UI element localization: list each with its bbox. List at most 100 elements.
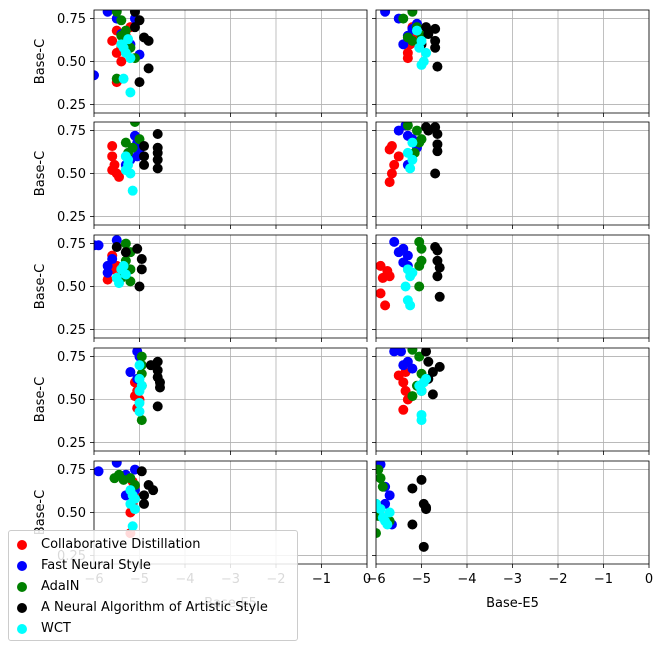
point-fast-neural-style bbox=[125, 367, 136, 378]
points bbox=[94, 10, 154, 98]
point-collaborative-distillation bbox=[107, 35, 118, 46]
point-a-neural-algorithm-of-artistic-style bbox=[134, 281, 145, 292]
point-collaborative-distillation bbox=[402, 47, 413, 58]
point-a-neural-algorithm-of-artistic-style bbox=[152, 147, 163, 158]
point-wct bbox=[400, 281, 411, 292]
point-wct bbox=[118, 73, 129, 84]
x-tick-label: −2 bbox=[548, 572, 567, 587]
point-a-neural-algorithm-of-artistic-style bbox=[152, 154, 163, 165]
point-a-neural-algorithm-of-artistic-style bbox=[139, 141, 150, 152]
point-a-neural-algorithm-of-artistic-style bbox=[152, 163, 163, 174]
point-fast-neural-style bbox=[398, 360, 409, 371]
point-a-neural-algorithm-of-artistic-style bbox=[430, 35, 441, 46]
point-adain bbox=[414, 260, 425, 271]
point-wct bbox=[134, 360, 145, 371]
point-a-neural-algorithm-of-artistic-style bbox=[407, 519, 418, 530]
point-adain bbox=[376, 528, 381, 539]
y-axis-label: Base-C bbox=[33, 264, 48, 309]
point-wct bbox=[120, 165, 131, 176]
point-wct bbox=[416, 385, 427, 396]
subplot-r5-c2: −6 −5 −4 −3 −2 −1 0 Base-E5 bbox=[366, 460, 653, 611]
point-fast-neural-style bbox=[94, 70, 99, 81]
point-a-neural-algorithm-of-artistic-style bbox=[423, 29, 434, 40]
point-a-neural-algorithm-of-artistic-style bbox=[143, 35, 154, 46]
point-collaborative-distillation bbox=[382, 266, 393, 277]
point-fast-neural-style bbox=[111, 461, 122, 468]
point-collaborative-distillation bbox=[116, 56, 127, 67]
legend-item: Collaborative Distillation bbox=[17, 534, 289, 555]
point-adain bbox=[416, 243, 427, 254]
point-collaborative-distillation bbox=[102, 274, 113, 285]
point-wct bbox=[118, 260, 129, 271]
y-tick-label: 0.25 bbox=[57, 323, 86, 338]
points bbox=[94, 461, 159, 539]
point-collaborative-distillation bbox=[376, 288, 386, 299]
legend-item: WCT bbox=[17, 618, 289, 639]
point-collaborative-distillation bbox=[386, 168, 397, 179]
point-a-neural-algorithm-of-artistic-style bbox=[416, 474, 427, 485]
y-axis-label: Base-C bbox=[33, 151, 48, 196]
y-tick-label: 0.50 bbox=[57, 506, 86, 521]
point-collaborative-distillation bbox=[389, 159, 400, 170]
point-fast-neural-style bbox=[102, 10, 113, 17]
point-a-neural-algorithm-of-artistic-style bbox=[432, 61, 443, 72]
x-tick-label: 0 bbox=[363, 572, 371, 587]
point-a-neural-algorithm-of-artistic-style bbox=[120, 247, 131, 258]
subplot-r3-c2 bbox=[372, 234, 650, 342]
point-adain bbox=[129, 122, 140, 127]
point-a-neural-algorithm-of-artistic-style bbox=[432, 245, 443, 256]
point-adain bbox=[414, 281, 425, 292]
point-wct bbox=[123, 34, 134, 45]
point-wct bbox=[421, 47, 432, 58]
legend-marker bbox=[17, 560, 27, 571]
y-tick-label: 0.50 bbox=[57, 55, 86, 70]
point-wct bbox=[405, 300, 416, 311]
point-collaborative-distillation bbox=[107, 151, 118, 162]
x-tick-label: 0 bbox=[645, 572, 653, 587]
point-wct bbox=[407, 267, 418, 278]
point-a-neural-algorithm-of-artistic-style bbox=[148, 485, 159, 496]
subplot-r1-c2 bbox=[372, 9, 650, 117]
legend-marker bbox=[17, 539, 27, 550]
point-a-neural-algorithm-of-artistic-style bbox=[152, 129, 163, 140]
y-tick-label: 0.75 bbox=[57, 124, 86, 139]
point-a-neural-algorithm-of-artistic-style bbox=[129, 10, 140, 17]
point-adain bbox=[136, 351, 147, 362]
point-wct bbox=[125, 53, 136, 64]
point-fast-neural-style bbox=[407, 363, 418, 374]
point-adain bbox=[398, 13, 409, 24]
point-fast-neural-style bbox=[111, 235, 122, 246]
point-a-neural-algorithm-of-artistic-style bbox=[136, 466, 147, 477]
point-collaborative-distillation bbox=[114, 171, 125, 182]
point-wct bbox=[405, 163, 416, 174]
x-tick-label: −1 bbox=[594, 572, 613, 587]
point-a-neural-algorithm-of-artistic-style bbox=[143, 63, 154, 74]
grid bbox=[375, 461, 650, 564]
point-adain bbox=[402, 122, 413, 131]
y-tick-label: 0.50 bbox=[57, 393, 86, 408]
point-collaborative-distillation bbox=[386, 141, 397, 152]
point-wct bbox=[129, 504, 140, 515]
point-a-neural-algorithm-of-artistic-style bbox=[407, 483, 418, 494]
point-a-neural-algorithm-of-artistic-style bbox=[432, 146, 443, 157]
point-adain bbox=[414, 351, 425, 362]
point-fast-neural-style bbox=[384, 490, 395, 501]
legend-marker bbox=[17, 623, 27, 634]
legend-item: AdaIN bbox=[17, 576, 289, 597]
point-adain bbox=[116, 15, 127, 26]
point-a-neural-algorithm-of-artistic-style bbox=[432, 139, 443, 150]
legend-item: Fast Neural Style bbox=[17, 555, 289, 576]
point-wct bbox=[407, 137, 418, 148]
point-fast-neural-style bbox=[396, 348, 407, 357]
point-adain bbox=[376, 473, 386, 484]
point-a-neural-algorithm-of-artistic-style bbox=[139, 159, 150, 170]
point-a-neural-algorithm-of-artistic-style bbox=[139, 498, 150, 509]
point-collaborative-distillation bbox=[398, 404, 409, 415]
point-wct bbox=[120, 269, 131, 280]
point-wct bbox=[134, 397, 145, 408]
point-a-neural-algorithm-of-artistic-style bbox=[434, 291, 445, 302]
y-axis-label: Base-C bbox=[33, 377, 48, 422]
points bbox=[125, 348, 165, 426]
point-a-neural-algorithm-of-artistic-style bbox=[434, 262, 445, 273]
point-adain bbox=[136, 415, 147, 426]
